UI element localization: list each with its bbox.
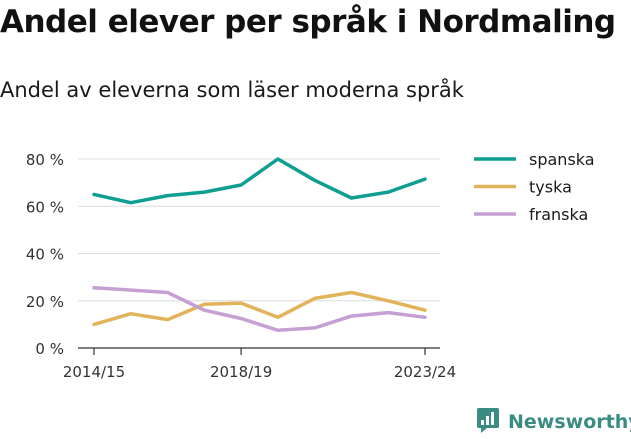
y-tick-label: 20 %	[26, 293, 64, 311]
x-tick-label: 2018/19	[210, 363, 272, 381]
y-tick-label: 60 %	[26, 198, 64, 216]
legend-label-tyska: tyska	[529, 178, 572, 197]
x-tick-label: 2014/15	[63, 363, 125, 381]
legend-label-spanska: spanska	[529, 150, 595, 169]
series-line-franska	[92, 286, 427, 333]
y-tick-label: 80 %	[26, 151, 64, 169]
series-line-tyska	[92, 290, 427, 327]
legend: spanska tyska franska	[474, 150, 595, 224]
x-tick-label: 2023/24	[394, 363, 456, 381]
chart-title: Andel elever per språk i Nordmaling	[0, 4, 616, 40]
series-line-spanska	[92, 157, 427, 205]
brand-logo: Newsworthy	[476, 407, 631, 437]
chart-subtitle: Andel av eleverna som läser moderna språ…	[0, 78, 464, 102]
y-tick-label: 0 %	[35, 340, 64, 358]
legend-label-franska: franska	[529, 205, 588, 224]
y-tick-label: 40 %	[26, 246, 64, 264]
series-lines	[92, 157, 427, 333]
brand-name: Newsworthy	[508, 411, 631, 433]
axes: 0 % 20 % 40 % 60 % 80 % 2014/15 2018/19 2023/24	[26, 151, 456, 381]
newsworthy-logo-icon	[476, 407, 500, 437]
gridlines	[78, 158, 440, 349]
